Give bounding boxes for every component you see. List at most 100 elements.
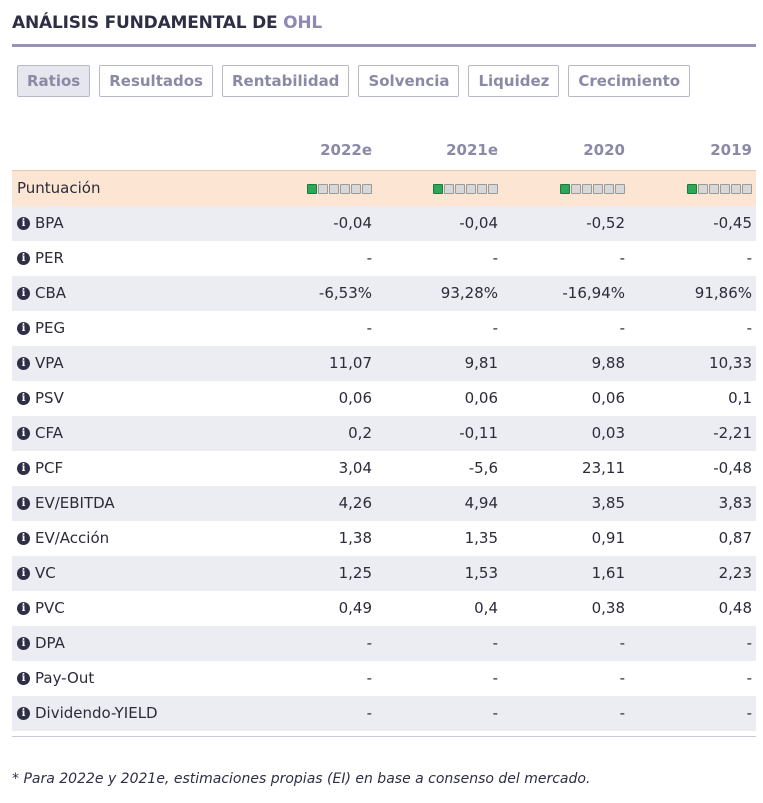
score-square (615, 183, 625, 194)
row-label-wrap: i PER (17, 241, 64, 276)
info-icon[interactable]: i (17, 427, 30, 440)
table-row: i PCF 3,04 -5,6 23,11 -0,48 (12, 451, 756, 486)
tabs: Ratios Resultados Rentabilidad Solvencia Liq… (17, 65, 691, 97)
row-label-wrap: i CFA (17, 416, 63, 451)
cell: - (492, 634, 498, 652)
info-icon[interactable]: i (17, 322, 30, 335)
score-square (582, 183, 592, 194)
row-label: EV/Acción (35, 529, 110, 547)
score-square (444, 183, 454, 194)
info-icon[interactable]: i (17, 567, 30, 580)
info-icon[interactable]: i (17, 637, 30, 650)
score-square (604, 183, 614, 194)
tab[interactable]: Ratios (17, 65, 91, 97)
score-square (560, 183, 570, 194)
row-label: PSV (35, 389, 64, 407)
cell: - (619, 319, 625, 337)
row-label-wrap: i DPA (17, 626, 65, 661)
cell: - (619, 634, 625, 652)
score-square (307, 183, 317, 194)
cell: 0,06 (591, 389, 625, 407)
cell: -5,6 (468, 459, 498, 477)
column-header: 2019 (710, 141, 752, 159)
cell: - (619, 669, 625, 687)
score-square (698, 183, 708, 194)
table-row: i Pay-Out - - - - (12, 661, 756, 696)
cell: - (746, 634, 752, 652)
row-label: CFA (35, 424, 63, 442)
tab[interactable]: Rentabilidad (221, 65, 350, 97)
row-label-wrap: i Dividendo-YIELD (17, 696, 158, 731)
cell: - (746, 319, 752, 337)
cell: 4,94 (464, 494, 498, 512)
cell: -0,11 (459, 424, 498, 442)
table-row: i Dividendo-YIELD - - - - (12, 696, 756, 731)
cell: - (366, 704, 372, 722)
score (262, 171, 372, 206)
cell: 10,33 (709, 354, 752, 372)
info-icon[interactable]: i (17, 392, 30, 405)
cell: 0,49 (338, 599, 372, 617)
header-row: 2022e 2021e 2020 2019 (12, 130, 756, 170)
score-square (731, 183, 741, 194)
row-label: PEG (35, 319, 66, 337)
column-header: 2020 (583, 141, 625, 159)
info-icon[interactable]: i (17, 217, 30, 230)
cell: 1,35 (464, 529, 498, 547)
table-row: i CBA -6,53% 93,28% -16,94% 91,86% (12, 276, 756, 311)
tab[interactable]: Resultados (99, 65, 213, 97)
score-square (318, 183, 328, 194)
info-icon[interactable]: i (17, 497, 30, 510)
cell: - (746, 669, 752, 687)
cell: - (366, 319, 372, 337)
cell: 0,03 (591, 424, 625, 442)
cell: 9,88 (591, 354, 625, 372)
score (515, 171, 625, 206)
score (388, 171, 498, 206)
score-square (488, 183, 498, 194)
info-icon[interactable]: i (17, 357, 30, 370)
cell: - (492, 319, 498, 337)
tab[interactable]: Crecimiento (568, 65, 691, 97)
row-label-wrap: i EV/Acción (17, 521, 109, 556)
title-rule (12, 44, 756, 47)
score-square (687, 183, 697, 194)
score-square (709, 183, 719, 194)
row-label-wrap: i PSV (17, 381, 64, 416)
row-label: Puntuación (17, 179, 101, 197)
score-square (455, 183, 465, 194)
row-label: PCF (35, 459, 64, 477)
score-square (433, 183, 443, 194)
info-icon[interactable]: i (17, 532, 30, 545)
table: 2022e 2021e 2020 2019 Puntuación i BPA -0,04 -0,… (12, 130, 756, 731)
cell: 0,87 (718, 529, 752, 547)
cell: - (619, 249, 625, 267)
cell: 1,25 (338, 564, 372, 582)
cell: 3,85 (591, 494, 625, 512)
tab[interactable]: Liquidez (468, 65, 560, 97)
info-icon[interactable]: i (17, 602, 30, 615)
row-label: Dividendo-YIELD (35, 704, 158, 722)
score-square (720, 183, 730, 194)
cell: 2,23 (718, 564, 752, 582)
row-label-wrap: i VC (17, 556, 56, 591)
cell: -0,45 (713, 214, 752, 232)
info-icon[interactable]: i (17, 252, 30, 265)
score-square (340, 183, 350, 194)
row-label: DPA (35, 634, 65, 652)
footnote: * Para 2022e y 2021e, estimaciones propi… (12, 771, 591, 787)
info-icon[interactable]: i (17, 672, 30, 685)
row-label-wrap: i Pay-Out (17, 661, 94, 696)
cell: - (492, 249, 498, 267)
table-row: i DPA - - - - (12, 626, 756, 661)
row-label-wrap: i BPA (17, 206, 64, 241)
tab[interactable]: Solvencia (358, 65, 460, 97)
info-icon[interactable]: i (17, 707, 30, 720)
info-icon[interactable]: i (17, 462, 30, 475)
table-row: i PEG - - - - (12, 311, 756, 346)
cell: 4,26 (338, 494, 372, 512)
cell: 0,1 (728, 389, 752, 407)
info-icon[interactable]: i (17, 287, 30, 300)
cell: - (492, 669, 498, 687)
cell: -0,48 (713, 459, 752, 477)
